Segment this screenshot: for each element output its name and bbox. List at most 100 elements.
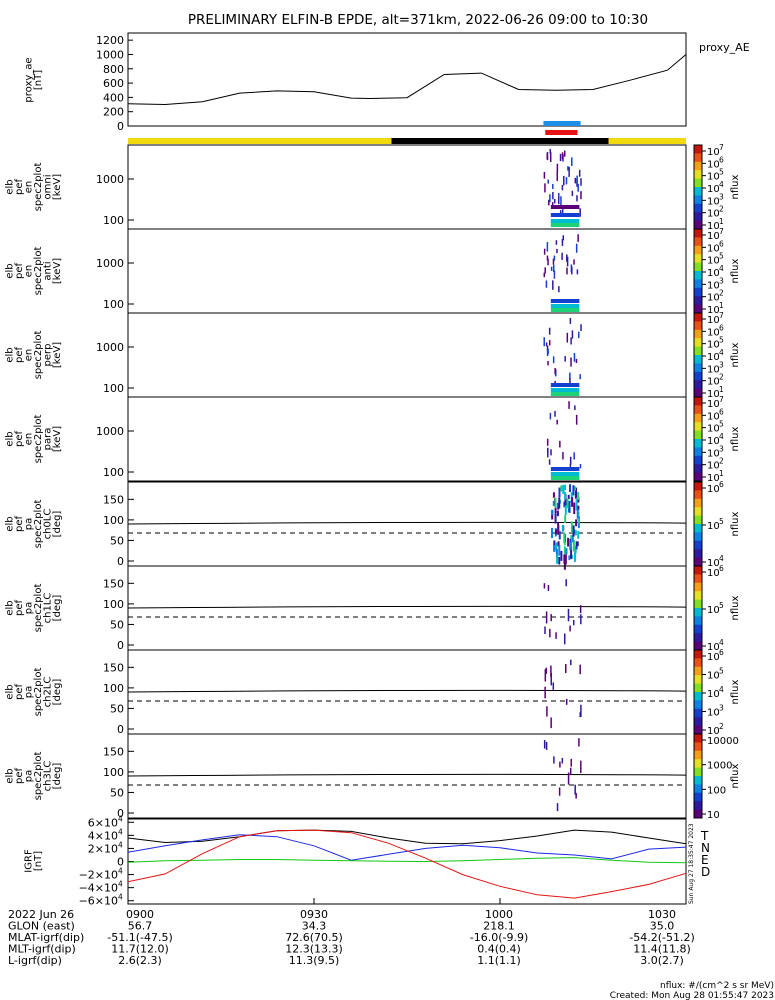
- bfield-legend-E: E: [701, 853, 709, 867]
- spectrogram-cell: [565, 698, 568, 705]
- pa-ytick-label: 50: [110, 618, 124, 631]
- spectrogram-cell: [560, 196, 562, 206]
- bfield-ytick-exponent: 4: [118, 840, 123, 849]
- colorbar-tick-exponent: 3: [719, 704, 724, 713]
- spectrogram-cell: [547, 179, 549, 184]
- spectrogram-band: [550, 476, 580, 480]
- spectrogram-cell: [563, 554, 566, 564]
- spectrogram-cell: [564, 552, 567, 565]
- spectrogram-cell: [559, 761, 561, 768]
- spectrogram-cell: [577, 530, 580, 539]
- colorbar-tick-exponent: 5: [719, 252, 724, 261]
- colorbar-segment: [694, 498, 702, 508]
- spectrogram-cell: [558, 286, 560, 293]
- spectrogram-cell: [556, 419, 558, 425]
- ylabel-line: elb: [4, 600, 15, 615]
- spectrogram-cell: [569, 463, 572, 469]
- ylabel-line: pef: [14, 684, 25, 701]
- pa-ytick-label: 0: [117, 723, 124, 736]
- spectrogram-cell: [560, 485, 563, 492]
- colorbar-tick-label: 10: [707, 352, 720, 363]
- colorbar-segment: [694, 212, 702, 222]
- spectrogram-cell: [564, 356, 566, 362]
- spectrogram-cell: [554, 368, 556, 375]
- spectrogram-cell: [548, 459, 551, 465]
- colorbar-segment: [694, 750, 702, 760]
- colorbar-tick-exponent: 5: [719, 336, 724, 345]
- spectrogram-cell: [561, 207, 564, 214]
- spectrogram-cell: [571, 330, 574, 339]
- spectrogram-cell: [578, 169, 581, 177]
- colorbar-tick-label: 10: [707, 231, 720, 242]
- ephemeris-cell: 35.0: [650, 920, 675, 933]
- spectrogram-cell: [563, 532, 566, 543]
- ylabel-line: spec2plot: [33, 752, 44, 801]
- colorbar-segment: [694, 666, 702, 676]
- spectrogram-cell: [580, 191, 582, 200]
- colorbar-tick-label: 10: [707, 484, 720, 495]
- spectrogram-cell: [569, 456, 572, 465]
- spectrogram-cell: [547, 447, 549, 458]
- spectrogram-cell: [575, 544, 578, 550]
- colorbar-tick-exponent: 3: [719, 192, 724, 201]
- spectrogram-cell: [543, 740, 546, 749]
- spectrogram-cell: [574, 546, 577, 554]
- spectrogram-cell: [580, 324, 582, 331]
- colorbar-label: nflux: [730, 679, 741, 704]
- colorbar-tick-label: 10: [707, 172, 720, 183]
- colorbar-segment: [694, 304, 702, 314]
- spectrogram-cell: [569, 625, 571, 632]
- spectrogram-cell: [564, 150, 566, 157]
- spectrogram-band: [550, 383, 580, 387]
- spectrogram-cell: [557, 197, 560, 205]
- colorbar-segment: [694, 153, 702, 163]
- time-axis: [127, 898, 687, 904]
- spectrogram-cell: [543, 172, 546, 179]
- spectrogram-cell: [554, 513, 557, 524]
- colorbar-segment: [694, 363, 702, 373]
- spectrogram-cell: [556, 510, 559, 517]
- spectrogram-cell: [554, 380, 556, 386]
- pa-ytick-label: 50: [110, 702, 124, 715]
- colorbar-tick-exponent: 6: [719, 239, 724, 248]
- colorbar-segment: [694, 650, 702, 659]
- energy-ytick-label: 100: [103, 466, 124, 479]
- footer-created: Created: Mon Aug 28 01:55:47 2023: [610, 991, 774, 1000]
- ylabel-line: spec2plot: [33, 163, 44, 212]
- ylabel-line: elb: [4, 347, 15, 362]
- colorbar-segment: [694, 717, 702, 727]
- spectrogram-cell: [579, 208, 581, 217]
- spectrogram-band: [550, 388, 580, 392]
- colorbar-segment: [694, 195, 702, 205]
- ylabel-line: elb: [4, 768, 15, 783]
- ephemeris-cell: 11.7(12.0): [111, 943, 169, 956]
- spectrogram-cell: [545, 280, 548, 288]
- colorbar-frame: [693, 733, 703, 819]
- colorbar-tick-exponent: 7: [719, 311, 724, 320]
- colorbar-tick-label: 10: [707, 268, 720, 279]
- spectrogram-cell: [574, 493, 577, 499]
- spectrogram-cell: [567, 608, 570, 622]
- colorbar-segment: [694, 557, 702, 567]
- spectrogram-cell: [574, 405, 576, 411]
- colorbar-frame: [693, 396, 703, 482]
- spectrogram-cell: [551, 202, 554, 207]
- ephemeris-cell: 11.4(11.8): [633, 943, 691, 956]
- colorbar-segment: [694, 346, 702, 356]
- spectrogram-cell: [580, 704, 582, 718]
- spectrogram-cell: [544, 686, 546, 699]
- spectrogram-cell: [553, 255, 556, 261]
- ylabel-line: perp: [42, 344, 53, 367]
- colorbar-tick-exponent: 7: [719, 395, 724, 404]
- spectrogram-cell: [579, 664, 581, 675]
- spectrogram-cell: [569, 767, 572, 775]
- pa-ytick-label: 50: [110, 786, 124, 799]
- colorbar-segment: [694, 313, 702, 322]
- spectrogram-cell: [550, 266, 553, 271]
- colorbar-tick-exponent: 3: [719, 276, 724, 285]
- energy-panel-frame: [127, 396, 687, 482]
